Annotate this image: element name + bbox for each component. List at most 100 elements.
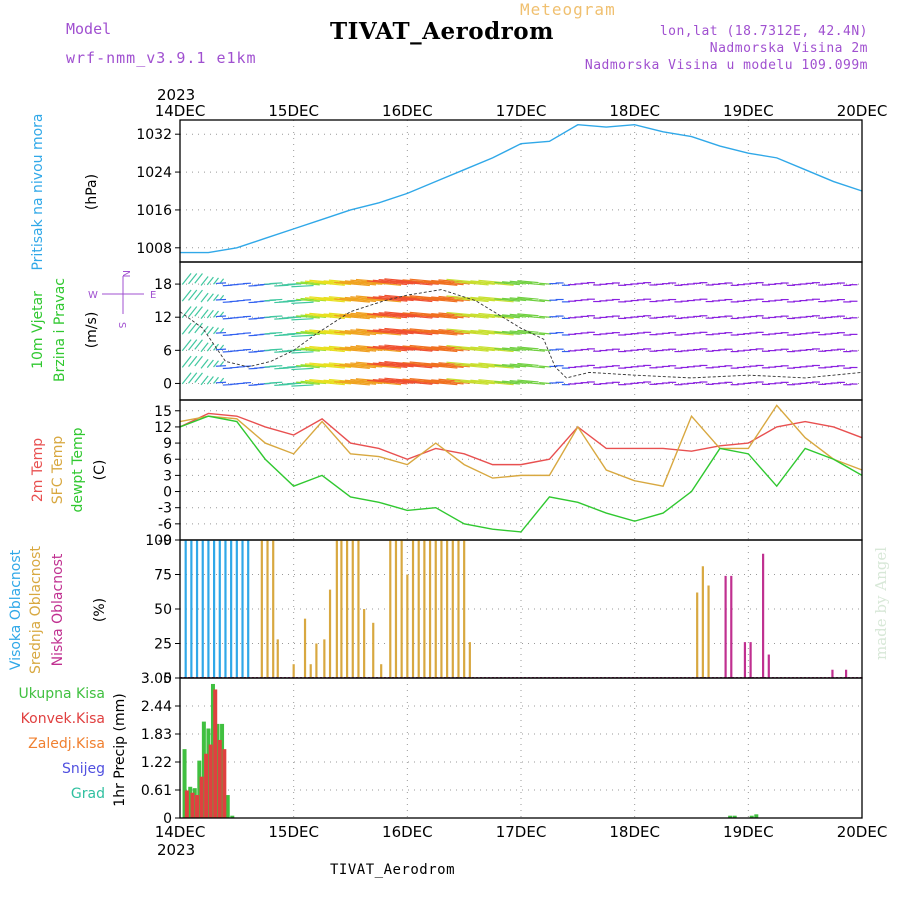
wind-arrow xyxy=(395,279,439,285)
precip-bar xyxy=(728,815,733,818)
y-tick-label: 12 xyxy=(154,310,172,326)
wind-arrow xyxy=(361,363,402,369)
wind-arrow xyxy=(454,330,489,336)
wind-arrow xyxy=(291,367,314,371)
wind-arrow xyxy=(291,384,314,387)
wind-arrow xyxy=(296,298,320,303)
wind-arrow xyxy=(372,296,414,302)
wind-arrow xyxy=(424,330,464,335)
precip-bar xyxy=(754,814,759,818)
y-tick-label: 18 xyxy=(154,277,172,293)
wind-arrow xyxy=(517,313,539,317)
wind-arrow xyxy=(318,314,352,319)
precip-bar xyxy=(749,815,754,818)
wind-arrow xyxy=(431,312,470,318)
wind-arrow xyxy=(188,339,198,351)
compass-w: W xyxy=(88,290,98,301)
year-label-bottom: 2023 xyxy=(157,841,195,859)
wind-arrow xyxy=(431,379,470,384)
wind-arrow xyxy=(395,362,439,368)
series-line xyxy=(179,412,863,466)
wind-arrow xyxy=(313,364,345,369)
temp-sfc-label: SFC Temp xyxy=(50,436,66,505)
y-tick-label: 6 xyxy=(163,343,172,359)
wind-arrow xyxy=(181,355,192,368)
wind-arrow xyxy=(431,329,470,335)
precip-bar xyxy=(197,760,202,818)
wind-arrow xyxy=(339,297,377,303)
y-tick-label: 0 xyxy=(163,485,172,501)
wind-arrow xyxy=(269,348,283,351)
precip-bar xyxy=(217,739,222,818)
series-line xyxy=(180,124,863,254)
wind-arrow xyxy=(313,314,345,319)
wind-arrow xyxy=(525,382,545,385)
precip-bar xyxy=(192,788,197,818)
y-tick-label: 1016 xyxy=(136,203,172,219)
wind-arrow xyxy=(213,294,219,302)
wind-arrow xyxy=(454,314,489,319)
model-label: Model xyxy=(66,20,112,38)
wind-arrow xyxy=(194,355,203,367)
precip-bar xyxy=(199,776,204,818)
wind-arrow xyxy=(344,313,383,318)
cloud-unit-label: (%) xyxy=(92,598,108,622)
wind-arrow xyxy=(344,363,383,368)
y-tick-label: 25 xyxy=(154,637,172,653)
wind-arrow xyxy=(390,363,433,369)
precip-bar xyxy=(204,753,209,818)
wind-arrow xyxy=(517,379,539,383)
wind-arrow xyxy=(361,297,402,303)
wind-arrow xyxy=(395,312,439,318)
wind-arrow xyxy=(334,348,370,353)
x-tick-label-bottom: 19DEC xyxy=(723,823,774,841)
wind-arrow xyxy=(334,314,370,320)
precip-legend-item: Snijeg xyxy=(62,761,105,777)
y-tick-label: -3 xyxy=(158,501,172,517)
year-label-top: 2023 xyxy=(157,86,195,104)
wind-arrow xyxy=(200,342,209,353)
wind-arrow xyxy=(291,351,314,354)
wind-arrow xyxy=(390,379,433,385)
x-tick-label-bottom: 17DEC xyxy=(496,823,547,841)
wind-arrow xyxy=(390,313,433,319)
wind-arrow xyxy=(181,289,192,302)
precip-bar xyxy=(210,683,215,818)
wind-arrow xyxy=(454,380,489,385)
wind-arrow xyxy=(194,372,203,383)
wind-arrow xyxy=(454,364,489,369)
x-tick-label-bottom: 20DEC xyxy=(837,823,888,841)
wind-arrow xyxy=(313,381,345,386)
wind-arrow xyxy=(372,345,414,351)
wind-arrow xyxy=(339,314,377,319)
temp-dewpt-label: dewpt Temp xyxy=(70,427,86,512)
wind-arrow xyxy=(206,343,214,352)
station-elevation: Nadmorska Visina 2m xyxy=(709,41,868,56)
precip-bar xyxy=(230,815,235,818)
x-tick-label-bottom: 18DEC xyxy=(609,823,660,841)
y-tick-label: 1.22 xyxy=(141,755,172,771)
wind-arrow xyxy=(188,306,198,318)
x-tick-label-top: 20DEC xyxy=(837,102,888,120)
y-tick-label: 1024 xyxy=(136,165,172,181)
wind-arrow xyxy=(291,301,314,304)
y-tick-label: 1032 xyxy=(136,127,172,143)
wind-arrow xyxy=(215,331,227,334)
wind-arrow xyxy=(215,365,227,367)
wind-arrow xyxy=(296,348,320,352)
y-tick-label: 0 xyxy=(163,671,172,687)
wind-arrow xyxy=(361,330,402,336)
wind-arrow xyxy=(313,298,345,303)
wind-arrow xyxy=(215,315,227,318)
wind-arrow xyxy=(318,380,352,385)
wind-arrow xyxy=(269,282,283,285)
y-tick-label: 2.44 xyxy=(141,699,172,715)
precip-bar xyxy=(195,795,200,818)
wind-arrow xyxy=(416,363,458,369)
wind-arrow xyxy=(339,330,377,336)
wind-arrow xyxy=(454,297,489,303)
precip-legend-item: Zaledj.Kisa xyxy=(28,736,105,752)
wind-arrow xyxy=(494,298,520,302)
wind-arrow xyxy=(486,381,514,386)
x-tick-label-top: 15DEC xyxy=(268,102,319,120)
